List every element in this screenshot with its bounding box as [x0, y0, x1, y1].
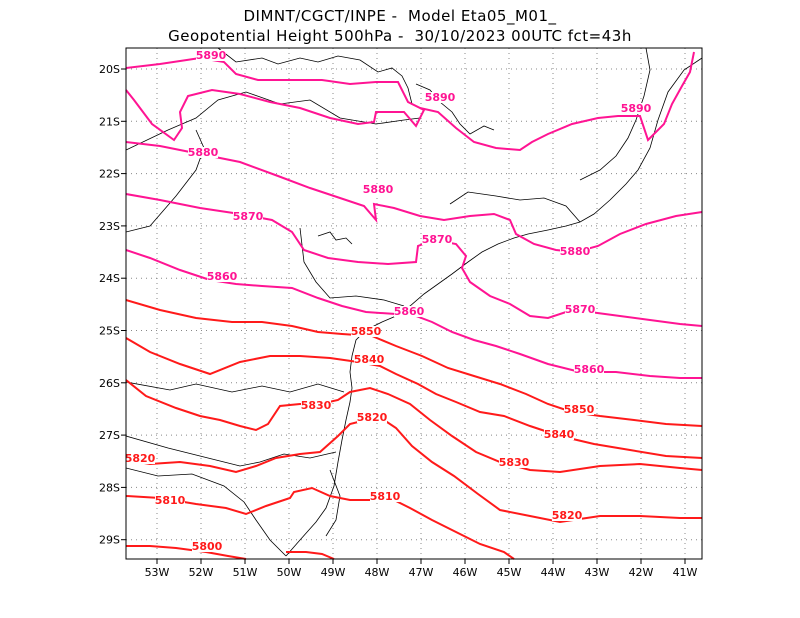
state-border-pr-sc [125, 381, 345, 393]
contour-label-5880: 5880 [560, 245, 591, 258]
contour-label-5800: 5800 [192, 540, 223, 553]
contour-label-bg [565, 304, 595, 315]
lon-tick-label: 41W [673, 566, 698, 579]
contour-label-5820: 5820 [125, 452, 156, 465]
contour-label-bg [357, 412, 387, 423]
contour-label-5870: 5870 [565, 303, 596, 316]
lon-tick-label: 42W [629, 566, 654, 579]
lon-tick-label: 52W [189, 566, 214, 579]
lat-tick-label: 25S [99, 325, 120, 338]
contour-label-5860: 5860 [207, 270, 238, 283]
lon-tick-label: 50W [277, 566, 302, 579]
lat-tick-label: 26S [99, 377, 120, 390]
contour-label-5830: 5830 [301, 399, 332, 412]
chart-title-line-2: Geopotential Height 500hPa - 30/10/2023 … [168, 27, 632, 45]
contour-label-bg [301, 400, 331, 411]
lon-tick-label: 43W [585, 566, 610, 579]
contour-label-bg [560, 246, 590, 257]
lat-tick-label: 29S [99, 534, 120, 547]
lon-tick-label: 47W [409, 566, 434, 579]
state-border-parana-west [125, 129, 205, 233]
contour-label-5830: 5830 [499, 456, 530, 469]
coastline-south [285, 57, 703, 557]
contour-label-bg [207, 271, 237, 282]
contour-label-5870: 5870 [233, 210, 264, 223]
lat-tick-label: 21S [99, 115, 120, 128]
contour-label-5870: 5870 [422, 233, 453, 246]
lon-tick-label: 46W [453, 566, 478, 579]
border-rs-west [125, 467, 287, 557]
contour-5830 [125, 379, 703, 474]
lon-tick-label: 53W [145, 566, 170, 579]
contour-label-bg [196, 50, 226, 61]
contour-label-5860: 5860 [574, 363, 605, 376]
chart-title-line-1: DIMNT/CGCT/INPE - Model Eta05_M01_ [243, 7, 557, 25]
lon-tick-label: 44W [541, 566, 566, 579]
state-border-sp-rj [449, 191, 581, 223]
contour-5840 [125, 337, 703, 459]
contour-label-bg [233, 211, 263, 222]
lat-tick-label: 27S [99, 429, 120, 442]
lat-tick-label: 23S [99, 220, 120, 233]
contour-label-5890: 5890 [621, 102, 652, 115]
lon-tick-label: 45W [497, 566, 522, 579]
contour-label-bg [574, 364, 604, 375]
contour-label-bg [363, 184, 393, 195]
contour-label-5850: 5850 [351, 325, 382, 338]
contour-label-bg [425, 92, 455, 103]
contour-label-5850: 5850 [564, 403, 595, 416]
contour-5890 [419, 51, 695, 152]
contour-label-bg [394, 306, 424, 317]
reservoir-central [317, 231, 353, 245]
contour-label-bg [499, 457, 529, 468]
contour-label-5840: 5840 [354, 353, 385, 366]
state-border-sp-mg [125, 91, 421, 151]
contour-label-bg [552, 510, 582, 521]
lat-tick-label: 24S [99, 272, 120, 285]
contour-label-bg [621, 103, 651, 114]
contour-label-bg [155, 495, 185, 506]
state-border-north [217, 47, 413, 105]
contour-label-bg [354, 354, 384, 365]
lat-tick-label: 22S [99, 168, 120, 181]
contour-label-5880: 5880 [363, 183, 394, 196]
lon-tick-label: 49W [321, 566, 346, 579]
contour-label-5810: 5810 [155, 494, 186, 507]
contour-labels: 5890 5890 5890 5880 5880 5880 5870 5870 5870 5860… [125, 49, 652, 553]
contour-label-bg [351, 326, 381, 337]
contour-5800 [126, 545, 247, 560]
contour-label-5890: 5890 [196, 49, 227, 62]
contour-label-5820: 5820 [552, 509, 583, 522]
contour-label-5880: 5880 [188, 146, 219, 159]
contour-label-5860: 5860 [394, 305, 425, 318]
contour-label-bg [192, 541, 222, 552]
contour-label-bg [188, 147, 218, 158]
contour-label-5820: 5820 [357, 411, 388, 424]
contour-5810 [125, 486, 515, 560]
contour-label-5840: 5840 [544, 428, 575, 441]
contour-label-5890: 5890 [425, 91, 456, 104]
lat-tick-label: 20S [99, 63, 120, 76]
contour-label-bg [544, 429, 574, 440]
contour-label-bg [564, 404, 594, 415]
contour-label-bg [422, 234, 452, 245]
state-border-sp-pr [299, 227, 405, 307]
contour-label-bg [370, 491, 400, 502]
lat-tick-label: 28S [99, 481, 120, 494]
state-border-mg-es [579, 47, 651, 181]
lagoon [325, 469, 341, 537]
contour-5880 [125, 141, 703, 254]
plot-frame [125, 47, 703, 560]
contour-5890 [125, 56, 426, 142]
state-border-sc-rs [125, 435, 337, 467]
coastline-borders [125, 47, 703, 557]
lon-tick-label: 48W [365, 566, 390, 579]
lon-tick-label: 51W [233, 566, 258, 579]
axis-ticks: 53W 52W 51W 50W 49W 48W 47W 46W 45W 44W 43W 42W 41W 2… [99, 63, 698, 579]
gridlines [126, 48, 702, 559]
contour-5800 [286, 551, 335, 560]
contour-label-5810: 5810 [370, 490, 401, 503]
contour-label-bg [125, 453, 155, 464]
